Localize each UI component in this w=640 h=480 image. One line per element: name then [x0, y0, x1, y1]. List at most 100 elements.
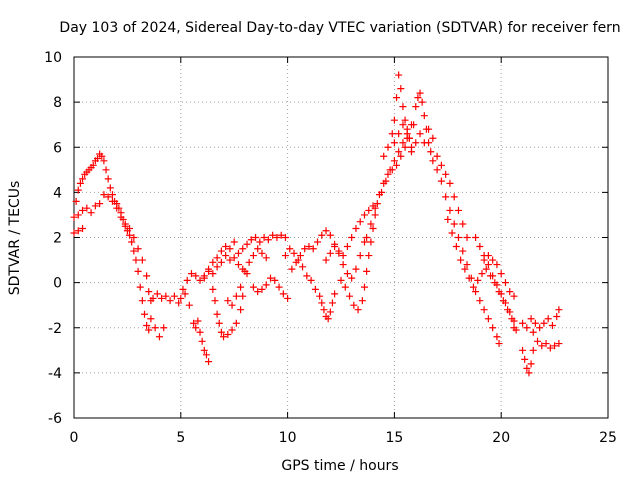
- data-point: [367, 220, 375, 228]
- data-point: [506, 288, 514, 296]
- data-point: [220, 333, 228, 341]
- data-point: [531, 319, 539, 327]
- data-point: [222, 252, 230, 260]
- ticks: 0 5 10 15 20 25 -6 -4 -2 0 2 4 6 8 10: [44, 50, 617, 446]
- data-point: [463, 261, 471, 269]
- data-point: [104, 193, 112, 201]
- data-point: [437, 177, 445, 185]
- data-point: [484, 261, 492, 269]
- x-tick-label: 5: [176, 430, 185, 446]
- data-point: [179, 285, 187, 293]
- data-point: [322, 227, 330, 235]
- data-point: [446, 206, 454, 214]
- data-point: [228, 301, 236, 309]
- x-tick-label: 25: [599, 430, 617, 446]
- data-point: [301, 245, 309, 253]
- data-point: [397, 152, 405, 160]
- data-point: [213, 263, 221, 271]
- data-point: [324, 315, 332, 323]
- data-point: [74, 227, 82, 235]
- data-point: [410, 121, 418, 129]
- data-point: [350, 301, 358, 309]
- data-point: [192, 324, 200, 332]
- data-point: [395, 130, 403, 138]
- data-point: [454, 206, 462, 214]
- data-points: [70, 71, 563, 377]
- data-point: [288, 265, 296, 273]
- data-point: [429, 134, 437, 142]
- x-axis-label: GPS time / hours: [281, 458, 398, 474]
- data-point: [331, 243, 339, 251]
- data-point: [209, 258, 217, 266]
- data-point: [151, 324, 159, 332]
- data-point: [215, 319, 223, 327]
- data-point: [160, 324, 168, 332]
- data-point: [196, 328, 204, 336]
- data-point: [493, 333, 501, 341]
- data-point: [348, 234, 356, 241]
- y-axis-label: SDTVAR / TECUs: [7, 181, 23, 296]
- data-point: [190, 319, 198, 327]
- data-point: [420, 112, 428, 120]
- data-point: [343, 243, 351, 251]
- data-point: [433, 152, 441, 160]
- data-point: [318, 231, 326, 239]
- data-point: [519, 346, 527, 354]
- data-point: [527, 315, 535, 323]
- data-point: [228, 326, 236, 334]
- data-point: [296, 252, 304, 260]
- data-point: [384, 170, 392, 178]
- data-point: [393, 94, 401, 102]
- data-point: [202, 351, 210, 359]
- data-point: [130, 247, 138, 255]
- data-point: [348, 274, 356, 282]
- data-point: [205, 265, 213, 273]
- data-point: [525, 369, 533, 377]
- y-tick-label: -2: [48, 321, 62, 337]
- data-point: [395, 71, 403, 79]
- data-point: [232, 319, 240, 327]
- y-tick-label: -4: [48, 366, 62, 382]
- x-tick-label: 0: [70, 430, 79, 446]
- data-point: [237, 306, 245, 314]
- data-point: [375, 191, 383, 199]
- data-point: [93, 155, 101, 163]
- data-point: [166, 297, 174, 305]
- data-point: [390, 157, 398, 165]
- y-tick-label: 2: [53, 231, 62, 247]
- data-point: [459, 247, 467, 255]
- data-point: [305, 243, 313, 251]
- data-point: [134, 245, 142, 253]
- data-point: [252, 234, 260, 241]
- y-tick-label: 10: [44, 50, 62, 66]
- data-point: [83, 204, 91, 212]
- data-point: [162, 292, 170, 300]
- data-point: [243, 240, 251, 248]
- data-point: [217, 258, 225, 266]
- data-point: [555, 340, 563, 348]
- data-point: [412, 103, 420, 111]
- data-point: [209, 270, 217, 278]
- data-point: [457, 256, 465, 264]
- data-point: [523, 324, 531, 332]
- data-point: [76, 179, 84, 187]
- data-point: [140, 310, 148, 318]
- data-point: [356, 252, 364, 260]
- data-point: [459, 220, 467, 228]
- x-tick-label: 15: [385, 430, 403, 446]
- data-point: [72, 197, 80, 205]
- data-point: [121, 220, 129, 228]
- data-point: [275, 283, 283, 291]
- data-point: [429, 157, 437, 165]
- data-point: [194, 317, 202, 325]
- data-point: [356, 218, 364, 226]
- data-point: [484, 252, 492, 260]
- data-point: [217, 328, 225, 336]
- data-point: [420, 139, 428, 147]
- data-point: [380, 152, 388, 160]
- data-point: [153, 290, 161, 298]
- chart-title: Day 103 of 2024, Sidereal Day-to-day VTE…: [59, 20, 620, 36]
- data-point: [234, 249, 242, 257]
- data-point: [226, 245, 234, 253]
